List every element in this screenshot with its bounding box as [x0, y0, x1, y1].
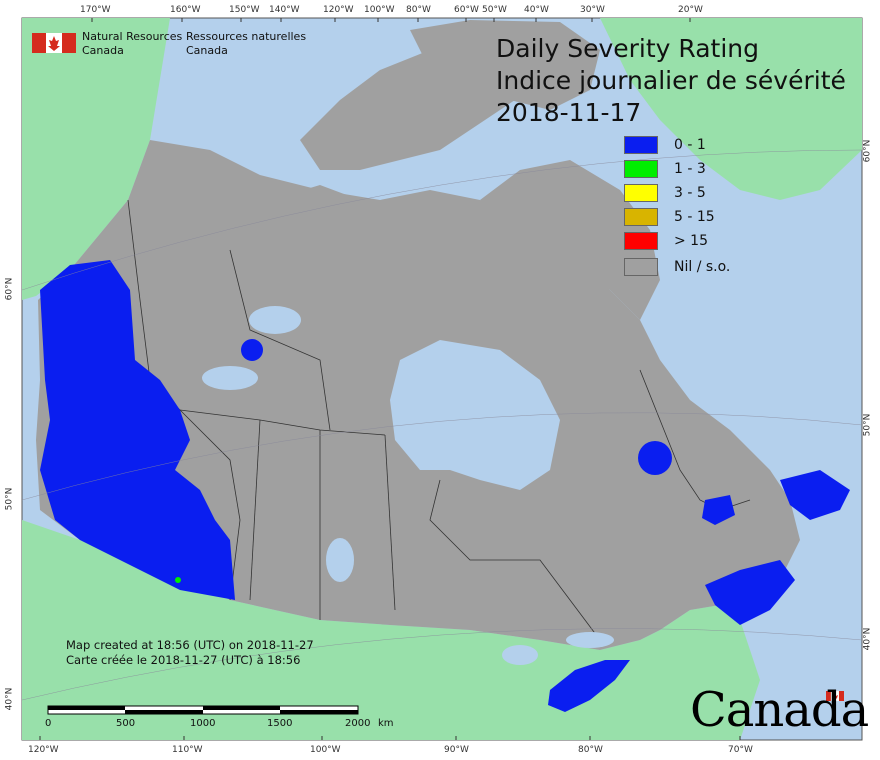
- canada-flag-icon: [32, 33, 76, 53]
- graticule-label-bottom: 90°W: [444, 745, 469, 755]
- legend-label: > 15: [674, 233, 708, 249]
- scale-label: 1500: [267, 718, 293, 729]
- lakes: [202, 306, 614, 665]
- map-title-en: Daily Severity Rating: [496, 34, 760, 63]
- graticule-label-top: 80°W: [406, 5, 431, 15]
- ontario-south-region: [548, 660, 630, 712]
- baffin-island: [480, 160, 660, 320]
- agency-fr-line2: Canada: [186, 44, 228, 57]
- dsr-low-regions: [40, 260, 850, 712]
- maritimes-region: [705, 560, 795, 625]
- legend-item: > 15: [624, 232, 784, 252]
- graticule-label-right: 60°N: [862, 139, 873, 163]
- scale-label: 1000: [190, 718, 216, 729]
- graticule-label-top: 50°W: [482, 5, 507, 15]
- graticule-label-bottom: 100°W: [310, 745, 341, 755]
- legend-label: 0 - 1: [674, 137, 706, 153]
- graticule: [21, 149, 863, 701]
- ellesmere-island: [410, 20, 600, 110]
- labrador-region: [702, 495, 735, 525]
- graticule-label-top: 170°W: [80, 5, 111, 15]
- scale-bar: [47, 705, 359, 715]
- bc-region: [40, 260, 235, 600]
- legend-label: Nil / s.o.: [674, 259, 731, 275]
- credit-en: Map created at 18:56 (UTC) on 2018-11-27: [66, 638, 314, 652]
- alaska-landmass: [22, 18, 170, 300]
- graticule-label-bottom: 70°W: [728, 745, 753, 755]
- canada-wordmark: Canada: [690, 682, 869, 738]
- graticule-label-bottom: 120°W: [28, 745, 59, 755]
- map-date: 2018-11-17: [496, 98, 642, 127]
- graticule-label-top: 160°W: [170, 5, 201, 15]
- graticule-label-top: 60°W: [454, 5, 479, 15]
- legend-item: 1 - 3: [624, 160, 784, 180]
- legend-swatch: [624, 208, 658, 226]
- graticule-label-top: 30°W: [580, 5, 605, 15]
- graticule-label-left: 40°N: [4, 687, 15, 711]
- scale-label: 2000: [345, 718, 371, 729]
- quebec-spot: [638, 441, 672, 475]
- legend-item: 0 - 1: [624, 136, 784, 156]
- legend-swatch: [624, 160, 658, 178]
- graticule-label-right: 40°N: [862, 627, 873, 651]
- agency-en-line1: Natural Resources: [82, 30, 183, 43]
- agency-en-line2: Canada: [82, 44, 124, 57]
- map-title-fr: Indice journalier de sévérité: [496, 66, 846, 95]
- legend-swatch: [624, 258, 658, 276]
- graticule-label-left: 60°N: [4, 277, 15, 301]
- graticule-label-left: 50°N: [4, 487, 15, 511]
- agency-fr-line1: Ressources naturelles: [186, 30, 307, 43]
- graticule-label-top: 20°W: [678, 5, 703, 15]
- scale-label: 0: [45, 718, 52, 729]
- scale-unit: km: [378, 718, 394, 729]
- legend-item: 5 - 15: [624, 208, 784, 228]
- graticule-label-bottom: 110°W: [172, 745, 203, 755]
- legend-label: 5 - 15: [674, 209, 715, 225]
- credit-fr: Carte créée le 2018-11-27 (UTC) à 18:56: [66, 653, 301, 667]
- graticule-label-top: 150°W: [229, 5, 260, 15]
- graticule-label-top: 140°W: [269, 5, 300, 15]
- dsr-1-3-spot: [175, 577, 181, 583]
- nwt-spot: [241, 339, 263, 361]
- hudson-bay: [390, 340, 560, 490]
- victoria-island: [270, 185, 360, 260]
- newfoundland-region: [780, 470, 850, 520]
- graticule-label-right: 50°N: [862, 413, 873, 437]
- graticule-label-bottom: 80°W: [578, 745, 603, 755]
- legend-item: 3 - 5: [624, 184, 784, 204]
- graticule-label-top: 120°W: [323, 5, 354, 15]
- scale-label: 500: [116, 718, 136, 729]
- legend-swatch: [624, 136, 658, 154]
- legend-swatch: [624, 184, 658, 202]
- greenland-landmass: [600, 18, 862, 200]
- legend-item: Nil / s.o.: [624, 258, 784, 278]
- legend-label: 3 - 5: [674, 185, 706, 201]
- legend-label: 1 - 3: [674, 161, 706, 177]
- legend-swatch: [624, 232, 658, 250]
- wordmark-flag-icon: [826, 690, 844, 702]
- graticule-label-top: 100°W: [364, 5, 395, 15]
- tick-marks: [39, 18, 741, 740]
- graticule-label-top: 40°W: [524, 5, 549, 15]
